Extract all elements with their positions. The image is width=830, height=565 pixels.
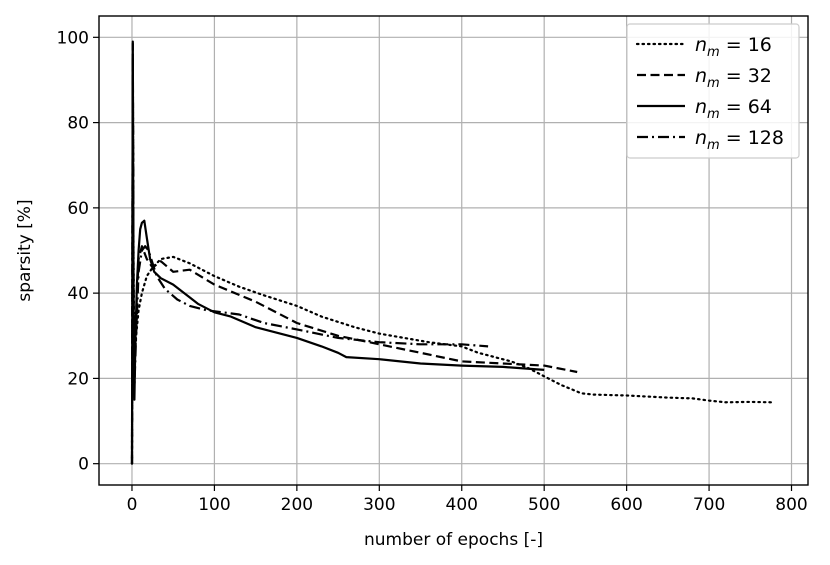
y-tick-label: 60 — [67, 199, 89, 219]
x-tick-label: 600 — [610, 495, 642, 515]
y-tick-label: 80 — [67, 114, 89, 134]
legend: nm = 16 nm = 32 nm = 64 nm = 128 — [626, 23, 800, 159]
x-tick-label: 400 — [446, 495, 478, 515]
series-line — [130, 78, 772, 465]
x-tick-label: 800 — [775, 495, 807, 515]
x-tick-label: 100 — [198, 495, 230, 515]
y-tick-label: 40 — [67, 284, 89, 304]
x-axis-label: number of epochs [-] — [364, 530, 543, 550]
legend-label: nm = 32 — [695, 65, 772, 91]
x-tick-label: 200 — [281, 495, 313, 515]
y-tick-label: 0 — [78, 455, 89, 475]
x-tick-label: 0 — [127, 495, 138, 515]
y-tick-label: 100 — [57, 28, 89, 48]
y-axis-label: sparsity [%] — [15, 199, 35, 301]
legend-label: nm = 16 — [695, 34, 772, 60]
x-tick-label: 700 — [693, 495, 725, 515]
y-tick-label: 20 — [67, 369, 89, 389]
legend-label: nm = 128 — [695, 127, 784, 153]
plot-frame — [98, 15, 809, 486]
x-tick-label: 500 — [528, 495, 560, 515]
legend-box — [626, 23, 800, 159]
axis-ticks: 0 100 200 300 400 500 600 700 800 0 20 40 60 80 100 — [57, 28, 808, 515]
legend-label: nm = 64 — [695, 96, 772, 122]
x-tick-label: 300 — [363, 495, 395, 515]
series-lines — [130, 40, 772, 465]
